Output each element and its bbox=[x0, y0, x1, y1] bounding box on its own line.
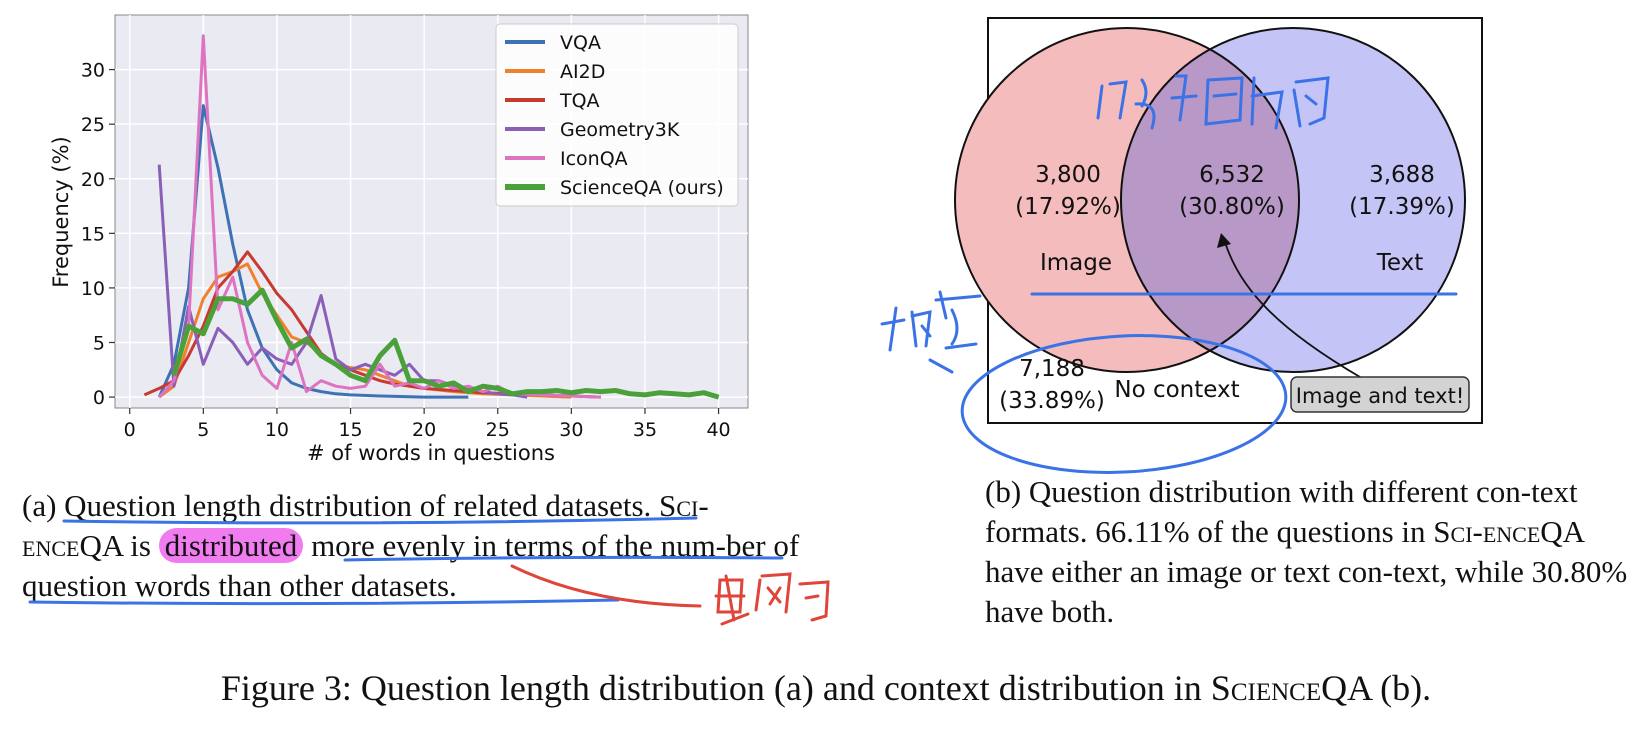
question-length-chart: 0 5 10 15 20 25 30 35 40 0 5 10 15 20 25 30 # of words… bbox=[49, 14, 749, 465]
x-tick-label: 15 bbox=[338, 419, 362, 441]
figure-caption-text-2: QA (b). bbox=[1321, 668, 1432, 708]
legend-label: ScienceQA (ours) bbox=[560, 177, 724, 199]
image-only-count: 3,800 bbox=[1035, 162, 1101, 188]
caption-b: (b) Question distribution with different… bbox=[985, 472, 1640, 632]
caption-a: (a) Question length distribution of rela… bbox=[22, 486, 822, 606]
image-only-percent: (17.92%) bbox=[1015, 194, 1121, 220]
callout-label: Image and text! bbox=[1296, 384, 1465, 408]
no-context-label: No context bbox=[1114, 377, 1239, 403]
callout-arrow bbox=[1224, 241, 1361, 378]
x-tick-label: 5 bbox=[197, 419, 209, 441]
caption-a-text-1: (a) Question length distribution of rela… bbox=[22, 488, 677, 523]
y-tick-label: 20 bbox=[81, 169, 105, 191]
series-line-scienceqa-ours bbox=[171, 287, 720, 400]
text-only-count: 3,688 bbox=[1369, 162, 1435, 188]
y-axis-label: Frequency (%) bbox=[49, 136, 73, 288]
text-circle-outline bbox=[1120, 27, 1466, 373]
legend-label: IconQA bbox=[560, 148, 628, 170]
both-percent: (30.80%) bbox=[1179, 194, 1285, 220]
y-tick-label: 0 bbox=[93, 387, 105, 409]
callout-box bbox=[1290, 376, 1470, 413]
series-line-vqa bbox=[157, 104, 469, 399]
legend-label: AI2D bbox=[560, 61, 605, 83]
x-axis-label: # of words in questions bbox=[307, 441, 555, 465]
legend-label: VQA bbox=[560, 32, 601, 54]
x-tick-label: 35 bbox=[633, 419, 657, 441]
figure-caption: Figure 3: Question length distribution (… bbox=[0, 666, 1652, 710]
y-tick-label: 25 bbox=[81, 114, 105, 136]
caption-a-highlight: distributed bbox=[158, 528, 304, 563]
x-tick-label: 10 bbox=[265, 419, 289, 441]
image-label: Image bbox=[1040, 250, 1112, 276]
figure-caption-text-1: Figure 3: Question length distribution (… bbox=[220, 668, 1231, 708]
caption-a-smallcaps-2: ence bbox=[22, 528, 80, 563]
figure-caption-smallcaps: cience bbox=[1230, 668, 1322, 708]
caption-a-text-2: QA is bbox=[79, 528, 159, 563]
x-tick-labels: 0 5 10 15 20 25 30 35 40 bbox=[124, 408, 731, 441]
y-tick-label: 5 bbox=[93, 333, 105, 355]
y-tick-label: 10 bbox=[81, 278, 105, 300]
x-tick-label: 30 bbox=[559, 419, 583, 441]
no-context-count: 7,188 bbox=[1019, 356, 1085, 382]
both-count: 6,532 bbox=[1199, 162, 1265, 188]
x-tick-label: 0 bbox=[124, 419, 136, 441]
x-tick-label: 40 bbox=[706, 419, 730, 441]
caption-b-text-1: (b) Question distribution with different… bbox=[985, 474, 1578, 549]
callout-arrowhead-icon bbox=[1217, 233, 1231, 248]
caption-a-smallcaps-1: ci- bbox=[676, 488, 709, 523]
x-tick-label: 20 bbox=[412, 419, 436, 441]
context-venn-diagram: 3,800 (17.92%) Image 6,532 (30.80%) 3,68… bbox=[954, 17, 1483, 424]
y-tick-labels: 0 5 10 15 20 25 30 bbox=[81, 60, 115, 409]
legend-label: Geometry3K bbox=[560, 119, 680, 141]
caption-b-smallcaps: ci-ence bbox=[1450, 514, 1541, 549]
series-lines bbox=[143, 34, 720, 400]
legend: VQA AI2D TQA Geometry3K IconQA ScienceQA (our… bbox=[495, 23, 739, 207]
text-label: Text bbox=[1376, 250, 1424, 276]
legend-box bbox=[495, 23, 739, 207]
text-only-percent: (17.39%) bbox=[1349, 194, 1455, 220]
no-context-percent: (33.89%) bbox=[999, 388, 1105, 414]
y-tick-label: 15 bbox=[81, 223, 105, 245]
legend-label: TQA bbox=[559, 90, 600, 112]
x-tick-label: 25 bbox=[486, 419, 510, 441]
caption-b-text-2: QA have either an image or text con-text… bbox=[985, 514, 1628, 629]
y-tick-label: 30 bbox=[81, 60, 105, 82]
